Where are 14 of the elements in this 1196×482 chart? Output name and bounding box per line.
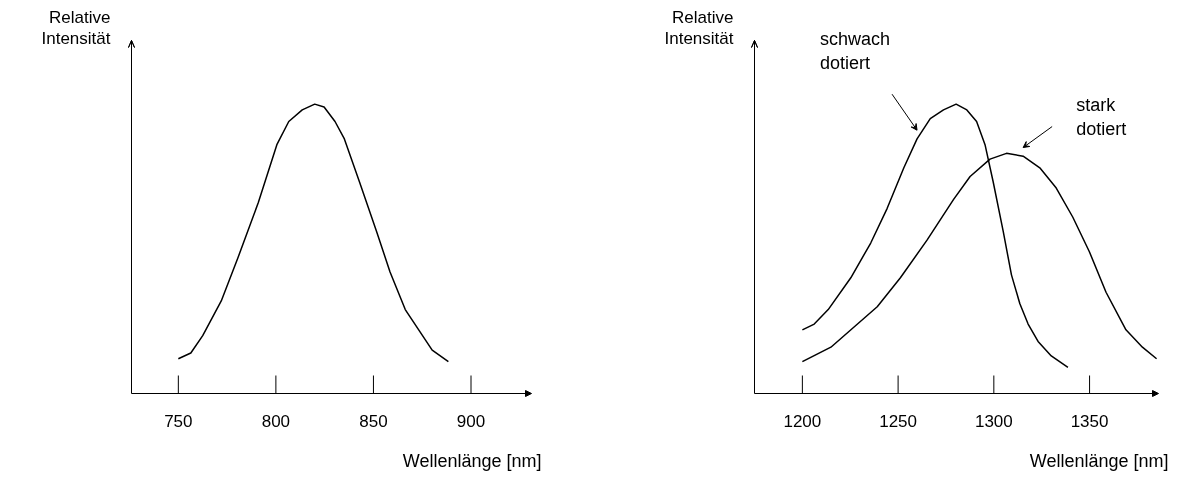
x-tick-label: 850: [359, 411, 388, 431]
x-axis-title: Wellenlänge [nm]: [402, 450, 542, 471]
x-tick-label: 900: [456, 411, 486, 431]
x-tick-label: 800: [261, 411, 291, 431]
x-tick-label: 1200: [783, 411, 822, 431]
x-tick-label: 1250: [879, 411, 918, 431]
y-axis-title: Relative Intensität: [41, 7, 111, 49]
x-tick-label: 1300: [974, 411, 1013, 431]
x-tick-label: 1350: [1070, 411, 1109, 431]
y-axis-title: Relative Intensität: [664, 7, 734, 49]
text: schwach dotiert: [820, 29, 891, 74]
text: stark dotiert: [1076, 94, 1127, 139]
x-tick-label: 750: [164, 411, 193, 431]
x-axis-title: Wellenlänge [nm]: [1029, 450, 1169, 471]
